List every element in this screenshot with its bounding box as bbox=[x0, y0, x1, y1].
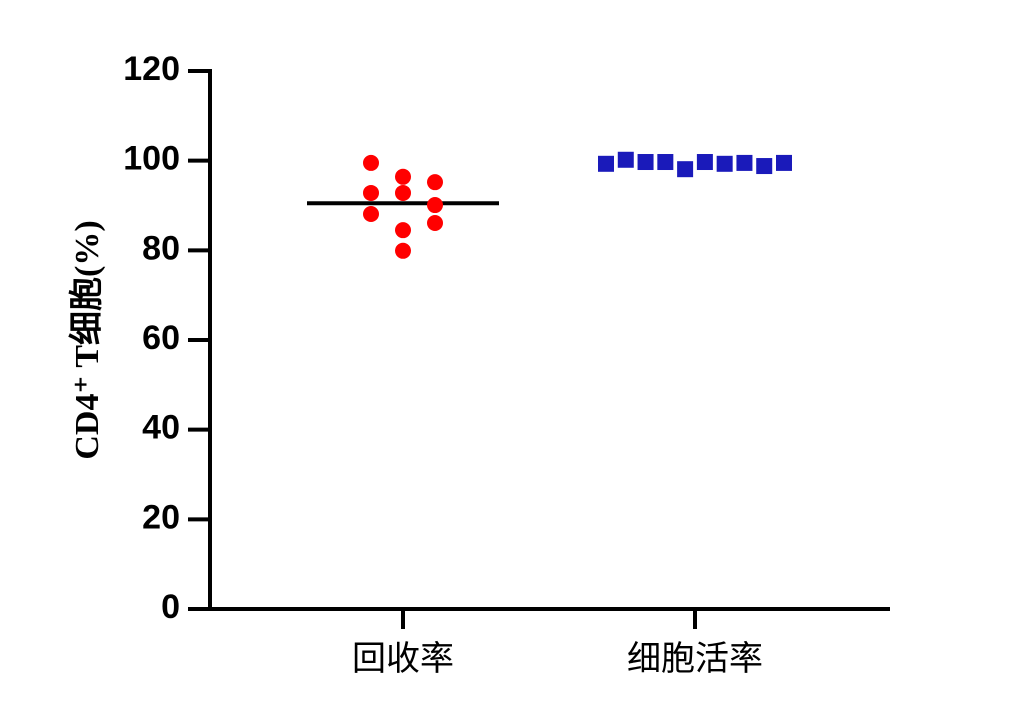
data-point bbox=[696, 154, 713, 171]
data-point bbox=[736, 154, 753, 171]
y-tick-label: 40 bbox=[142, 409, 180, 447]
data-point bbox=[677, 161, 694, 178]
data-point bbox=[657, 154, 674, 171]
data-point bbox=[427, 197, 443, 214]
data-point bbox=[598, 155, 614, 172]
data-point bbox=[363, 184, 379, 201]
y-tick-label: 20 bbox=[142, 498, 180, 536]
data-point bbox=[395, 242, 411, 259]
y-tick-label: 80 bbox=[142, 229, 180, 267]
data-point bbox=[637, 154, 654, 171]
data-point bbox=[395, 168, 411, 185]
data-point bbox=[363, 206, 379, 223]
x-tick-label: 细胞活率 bbox=[627, 640, 763, 678]
y-tick-label: 60 bbox=[142, 319, 180, 357]
data-point bbox=[363, 154, 379, 171]
data-point bbox=[716, 155, 733, 172]
data-point bbox=[756, 158, 773, 175]
data-point bbox=[395, 184, 411, 201]
y-tick-label: 0 bbox=[161, 588, 180, 626]
data-point bbox=[776, 154, 792, 171]
y-tick-label: 120 bbox=[123, 50, 180, 88]
x-tick-label: 回收率 bbox=[352, 640, 454, 678]
data-point bbox=[427, 214, 443, 231]
y-tick-label: 100 bbox=[123, 140, 180, 178]
data-point bbox=[617, 151, 634, 168]
y-axis-label: CD4⁺ T细胞(%) bbox=[68, 220, 106, 459]
data-point bbox=[427, 174, 443, 191]
data-point bbox=[395, 222, 411, 239]
